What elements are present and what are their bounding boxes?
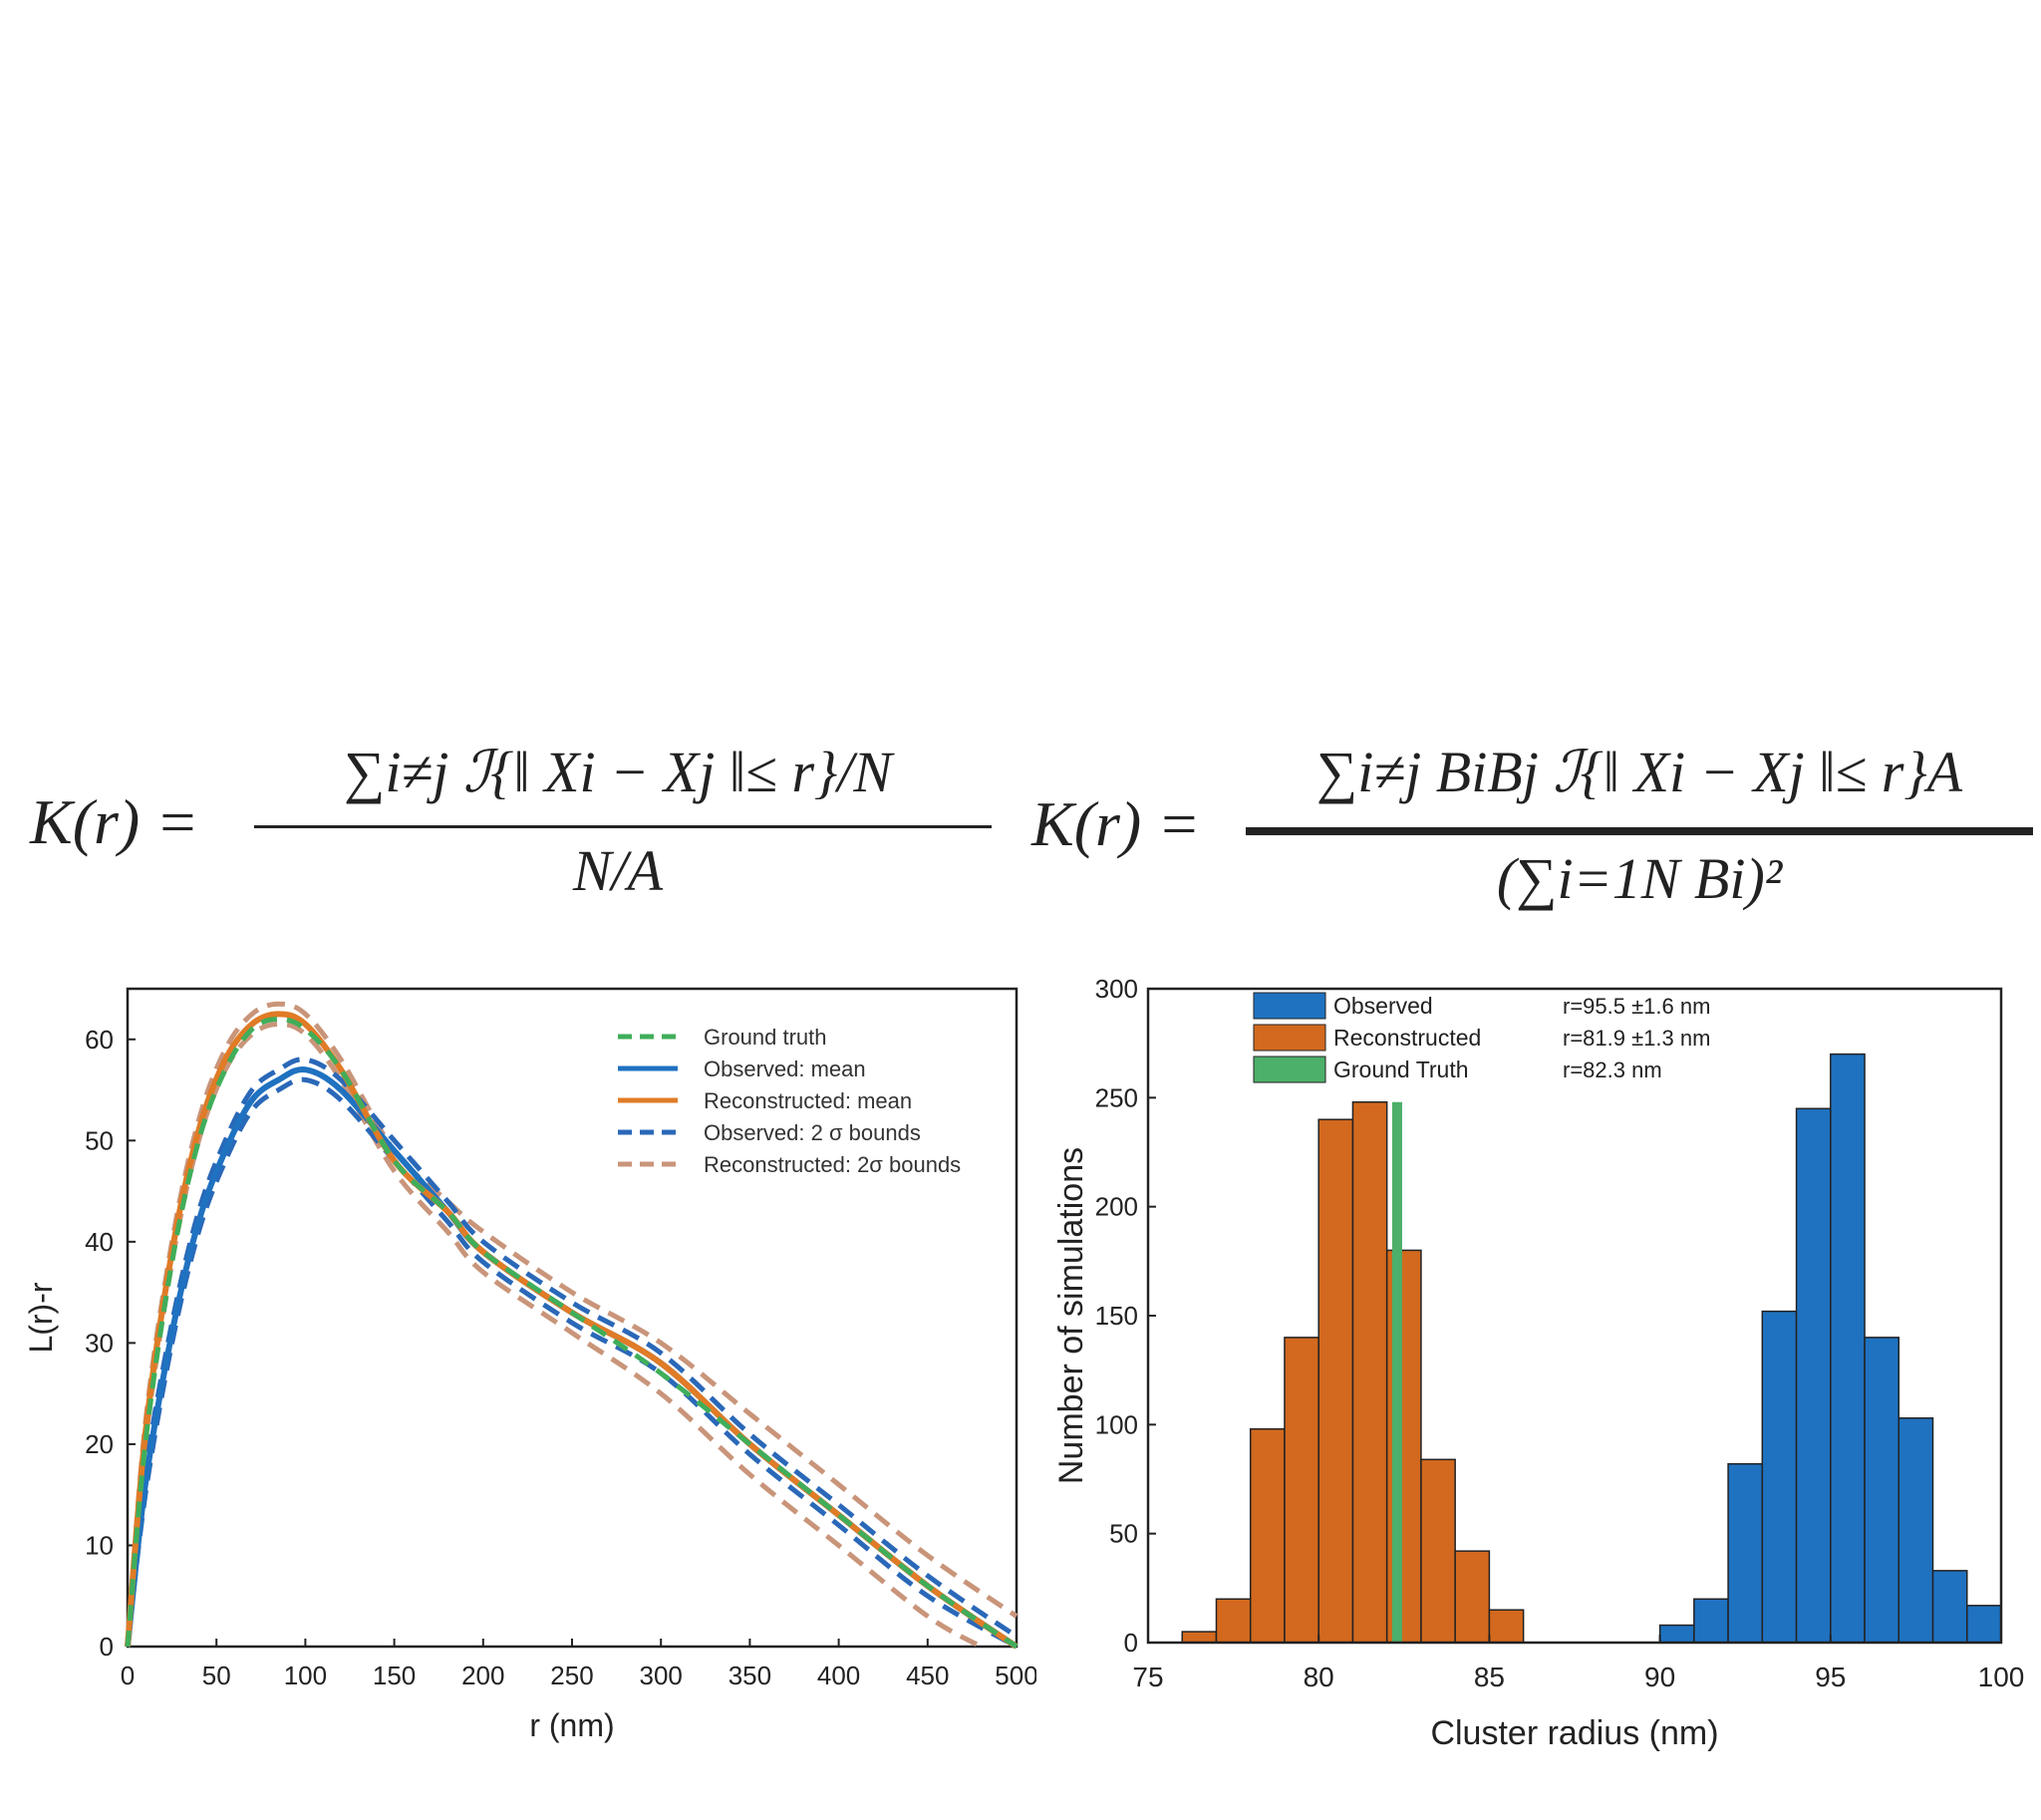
reconstructed-bar: [1420, 1458, 1456, 1644]
reconstructed-bar: [1249, 1427, 1286, 1644]
formula-left-numerator: ∑i≠j ℐ{‖ Xi − Xj ‖≤ r}/N: [343, 740, 893, 804]
formula-left-fraction-bar: [254, 825, 992, 828]
y-tick-label: 10: [85, 1530, 114, 1560]
y-tick-label: 60: [85, 1025, 114, 1055]
series-line-observed-2-bounds-upper-: [125, 1057, 1019, 1648]
y-tick-label: 250: [1095, 1082, 1138, 1112]
formula-right-numerator: ∑i≠j BiBj ℐ{‖ Xi − Xj ‖≤ r}A: [1315, 740, 1963, 804]
formula-right: K(r) = ∑i≠j BiBj ℐ{‖ Xi − Xj ‖≤ r}A (∑i=…: [1031, 738, 2033, 927]
x-tick-label: 0: [121, 1661, 135, 1690]
legend-swatch: [1253, 992, 1326, 1020]
observed-bar: [1658, 1624, 1695, 1644]
legend-stat: r=95.5 ±1.6 nm: [1563, 994, 1710, 1019]
x-tick-label: 500: [995, 1661, 1036, 1690]
formula-left: K(r) = ∑i≠j ℐ{‖ Xi − Xj ‖≤ r}/N N/A: [30, 738, 992, 917]
line-chart: 0 50 100 150 200 250 300 350 400 450 500 0 10 20 30 40 5…: [23, 987, 1036, 1743]
legend-entry: Ground Truth: [1333, 1057, 1469, 1082]
ground-truth-bar: [1391, 1101, 1402, 1643]
y-tick-label: 30: [85, 1328, 114, 1358]
y-tick-label: 150: [1095, 1301, 1138, 1331]
formula-right-fraction-bar: [1246, 827, 2033, 835]
y-tick-label: 0: [1124, 1628, 1138, 1658]
histogram-chart: 75 80 85 90 95 100 0 50 100 150 200 250 300 Cluster r…: [1052, 974, 2025, 1752]
observed-bar: [1693, 1598, 1729, 1644]
observed-bar: [1931, 1570, 1968, 1644]
x-tick-label: 150: [373, 1661, 416, 1690]
legend-swatch: [1253, 1024, 1326, 1052]
legend-stat: r=82.3 nm: [1563, 1058, 1662, 1082]
formula-right-lhs: K(r) =: [1031, 788, 1201, 859]
observed-bar: [1966, 1605, 2002, 1644]
x-tick-label: 100: [284, 1661, 327, 1690]
reconstructed-bar: [1454, 1550, 1491, 1644]
line-legend: Ground truth Observed: mean Reconstructed:…: [618, 1025, 961, 1177]
y-tick-label: 50: [85, 1125, 114, 1155]
x-axis-label: r (nm): [529, 1707, 614, 1743]
formula-right-denominator: (∑i=1N Bi)²: [1496, 846, 1783, 911]
x-tick-label: 300: [640, 1661, 683, 1690]
y-tick-label: 40: [85, 1227, 114, 1257]
x-tick-label: 200: [461, 1661, 504, 1690]
x-tick-label: 400: [817, 1661, 860, 1690]
y-tick-label: 20: [85, 1429, 114, 1459]
reconstructed-bar: [1317, 1118, 1354, 1644]
legend-entry: Ground truth: [704, 1025, 827, 1050]
x-tick-label: 450: [906, 1661, 949, 1690]
y-tick-label: 200: [1095, 1192, 1138, 1222]
formula-left-lhs: K(r) =: [30, 786, 199, 857]
legend-stat: r=81.9 ±1.3 nm: [1563, 1026, 1710, 1051]
x-axis-label: Cluster radius (nm): [1430, 1714, 1718, 1752]
reconstructed-bar: [1215, 1598, 1252, 1644]
y-tick-label: 100: [1095, 1409, 1138, 1439]
x-tick-label: 90: [1644, 1662, 1675, 1692]
y-axis-label: Number of simulations: [1052, 1147, 1090, 1484]
legend-entry: Reconstructed: 2σ bounds: [704, 1152, 961, 1177]
x-tick-label: 350: [729, 1661, 771, 1690]
y-tick-label: 50: [1109, 1519, 1138, 1549]
formula-left-denominator: N/A: [572, 838, 664, 903]
reconstructed-bar: [1181, 1631, 1218, 1644]
x-tick-label: 95: [1815, 1662, 1846, 1692]
x-tick-label: 85: [1474, 1662, 1505, 1692]
y-axis-label: L(r)-r: [23, 1282, 59, 1353]
y-tick-label: 0: [100, 1632, 114, 1662]
observed-bar: [1795, 1107, 1832, 1644]
y-tick-label: 300: [1095, 974, 1138, 1004]
legend-entry: Observed: 2 σ bounds: [704, 1120, 921, 1145]
hist-legend: Observed r=95.5 ±1.6 nm Reconstructed r=81.…: [1253, 992, 1710, 1083]
reconstructed-bar: [1488, 1609, 1525, 1644]
reconstructed-bar: [1284, 1337, 1319, 1644]
legend-entry: Reconstructed: mean: [704, 1088, 912, 1113]
legend-entry: Observed: mean: [704, 1057, 866, 1081]
observed-bar: [1727, 1462, 1764, 1644]
observed-bar: [1830, 1053, 1866, 1644]
reconstructed-bar: [1385, 1249, 1422, 1644]
x-tick-label: 75: [1132, 1662, 1163, 1692]
reconstructed-bar: [1351, 1100, 1388, 1644]
series-line-ground-truth: [125, 1016, 1019, 1650]
legend-swatch: [1253, 1056, 1326, 1083]
observed-bar: [1864, 1337, 1900, 1644]
x-tick-label: 50: [202, 1661, 231, 1690]
legend-entry: Observed: [1333, 993, 1433, 1019]
observed-bar: [1897, 1417, 1934, 1644]
x-tick-label: 100: [1978, 1662, 2025, 1692]
legend-entry: Reconstructed: [1333, 1025, 1481, 1051]
x-tick-label: 250: [550, 1661, 593, 1690]
x-tick-label: 80: [1304, 1662, 1334, 1692]
observed-bar: [1761, 1310, 1798, 1644]
